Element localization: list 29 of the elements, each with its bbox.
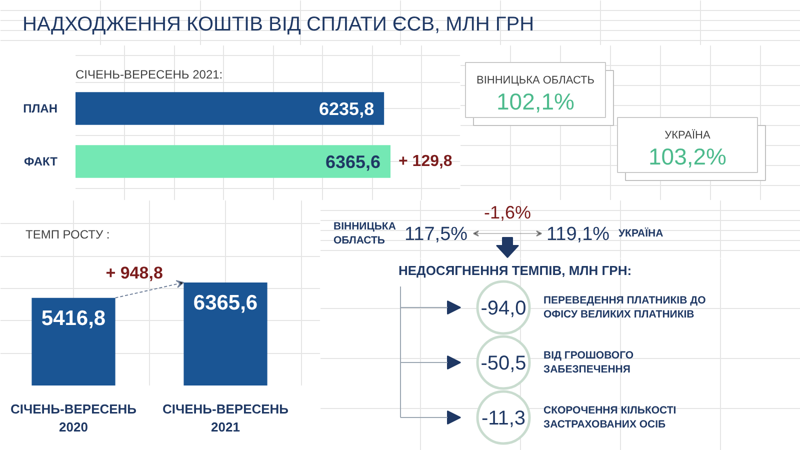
text: НЕДОСЯГНЕННЯ ТЕМПІВ, МЛН ГРН: <box>398 263 632 278</box>
data-label: 6365,6 <box>193 292 258 314</box>
chart-title: ТЕМП РОСТУ : <box>26 228 110 242</box>
data-label: 6235,8 <box>319 99 374 119</box>
x-tick-label: СІЧЕНЬ-ВЕРЕСЕНЬ 2021 <box>162 402 289 434</box>
text: -1,6% <box>484 202 532 222</box>
category-label: УКРАЇНА <box>618 228 664 240</box>
annotation: + 948,8 <box>106 264 163 282</box>
data-label: -11,3 <box>481 408 526 430</box>
chart-title: НАДХОДЖЕННЯ КОШТІВ ВІД СПЛАТИ ЄСВ, МЛН ГРН <box>22 14 534 36</box>
category-label: ВІННИЦЬКА ОБЛАСТЬ <box>476 74 594 86</box>
data-label: 119,1% <box>546 224 610 245</box>
y-tick-label: ФАКТ <box>24 154 58 168</box>
y-tick-label: ПЛАН <box>23 102 58 116</box>
category-label: СКОРОЧЕННЯ КІЛЬКОСТІ ЗАСТРАХОВАНИХ ОСІБ <box>544 404 676 431</box>
data-label: 5416,8 <box>41 306 106 330</box>
data-label: 102,1% <box>496 88 575 114</box>
data-label: -50,5 <box>480 352 526 374</box>
category-label: ВІД ГРОШОВОГО ЗАБЕЗПЕЧЕННЯ <box>544 349 634 376</box>
data-label: 117,5% <box>404 224 468 245</box>
x-tick-label: СІЧЕНЬ-ВЕРЕСЕНЬ 2020 <box>10 402 137 434</box>
category-label: УКРАЇНА <box>664 128 711 142</box>
data-label: 103,2% <box>648 144 727 170</box>
data-label: 6365,6 <box>325 152 381 172</box>
category-label: ПЕРЕВЕДЕННЯ ПЛАТНИКІВ ДО ОФІСУ ВЕЛИКИХ ПЛАТНИКІВ <box>544 294 706 321</box>
category-label: ВІННИЦЬКА ОБЛАСТЬ <box>334 220 396 247</box>
annotation: + 129,8 <box>398 153 452 170</box>
data-label: -94,0 <box>480 298 526 320</box>
text: СІЧЕНЬ-ВЕРЕСЕНЬ 2021: <box>76 68 223 82</box>
